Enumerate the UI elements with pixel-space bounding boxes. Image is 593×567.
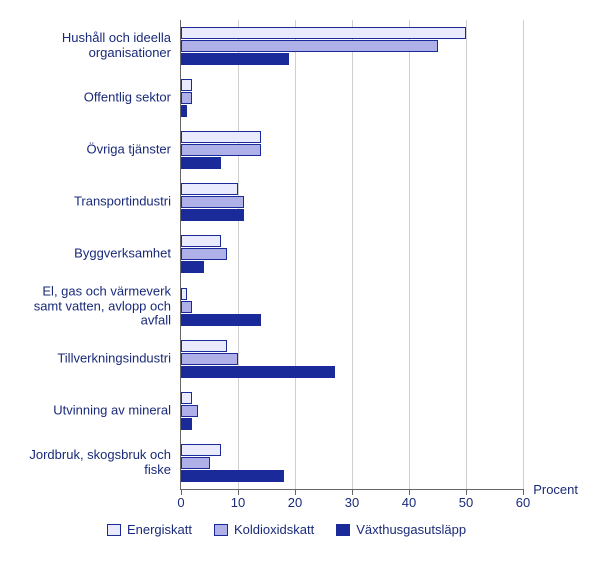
chart-container: 0 10 20 30 40 50 60 Hushåll och ideella organi… bbox=[0, 0, 593, 567]
legend-label: Växthusgasutsläpp bbox=[356, 522, 466, 537]
legend-swatch bbox=[107, 524, 121, 536]
category-label: Jordbruk, skogsbruk och fiske bbox=[11, 448, 181, 478]
x-tick-label: 50 bbox=[459, 495, 473, 510]
bar bbox=[181, 301, 192, 313]
x-tick-label: 40 bbox=[402, 495, 416, 510]
bar bbox=[181, 248, 227, 260]
legend-label: Koldioxidskatt bbox=[234, 522, 314, 537]
legend-swatch bbox=[336, 524, 350, 536]
bar bbox=[181, 470, 284, 482]
bar bbox=[181, 27, 466, 39]
bar bbox=[181, 340, 227, 352]
plot-area: 0102030405060 Hushåll och ideella organi… bbox=[180, 20, 523, 490]
legend-item: Koldioxidskatt bbox=[214, 522, 314, 537]
bar bbox=[181, 444, 221, 456]
x-tick-label: 0 bbox=[177, 495, 184, 510]
bar bbox=[181, 288, 187, 300]
bar bbox=[181, 40, 438, 52]
bar-group: Byggverksamhet bbox=[181, 232, 523, 276]
legend: Energiskatt Koldioxidskatt Växthusgasutslä… bbox=[10, 522, 563, 537]
bar-group: Övriga tjänster bbox=[181, 128, 523, 172]
bar bbox=[181, 314, 261, 326]
bar-group: Tillverkningsindustri bbox=[181, 337, 523, 381]
legend-item: Energiskatt bbox=[107, 522, 192, 537]
x-tick-label: 60 bbox=[516, 495, 530, 510]
category-label: Hushåll och ideella organisationer bbox=[11, 31, 181, 61]
bar bbox=[181, 196, 244, 208]
category-label: Tillverkningsindustri bbox=[11, 351, 181, 366]
bar-group: Jordbruk, skogsbruk och fiske bbox=[181, 441, 523, 485]
bar bbox=[181, 105, 187, 117]
bar bbox=[181, 53, 289, 65]
legend-swatch bbox=[214, 524, 228, 536]
bar bbox=[181, 157, 221, 169]
category-label: Övriga tjänster bbox=[11, 143, 181, 158]
bar bbox=[181, 457, 210, 469]
category-label: Transportindustri bbox=[11, 195, 181, 210]
bar bbox=[181, 144, 261, 156]
bar-group: Transportindustri bbox=[181, 180, 523, 224]
gridline bbox=[523, 20, 524, 489]
category-label: Utvinning av mineral bbox=[11, 403, 181, 418]
bar bbox=[181, 183, 238, 195]
bar bbox=[181, 209, 244, 221]
bar bbox=[181, 353, 238, 365]
bar bbox=[181, 405, 198, 417]
category-label: El, gas och värmeverk samt vatten, avlop… bbox=[11, 284, 181, 329]
bar bbox=[181, 366, 335, 378]
bar bbox=[181, 392, 192, 404]
category-label: Byggverksamhet bbox=[11, 247, 181, 262]
legend-item: Växthusgasutsläpp bbox=[336, 522, 466, 537]
bar bbox=[181, 418, 192, 430]
bar bbox=[181, 79, 192, 91]
bar-group: Hushåll och ideella organisationer bbox=[181, 24, 523, 68]
bar bbox=[181, 235, 221, 247]
x-tick-label: 20 bbox=[288, 495, 302, 510]
x-tick-label: 10 bbox=[231, 495, 245, 510]
bar bbox=[181, 261, 204, 273]
category-label: Offentlig sektor bbox=[11, 91, 181, 106]
legend-label: Energiskatt bbox=[127, 522, 192, 537]
x-axis-title: Procent bbox=[533, 482, 578, 497]
bar-group: Offentlig sektor bbox=[181, 76, 523, 120]
bar bbox=[181, 92, 192, 104]
x-tick-label: 30 bbox=[345, 495, 359, 510]
bar-group: Utvinning av mineral bbox=[181, 389, 523, 433]
bar-group: El, gas och värmeverk samt vatten, avlop… bbox=[181, 285, 523, 329]
bar-groups: Hushåll och ideella organisationer Offent… bbox=[181, 20, 523, 489]
bar bbox=[181, 131, 261, 143]
